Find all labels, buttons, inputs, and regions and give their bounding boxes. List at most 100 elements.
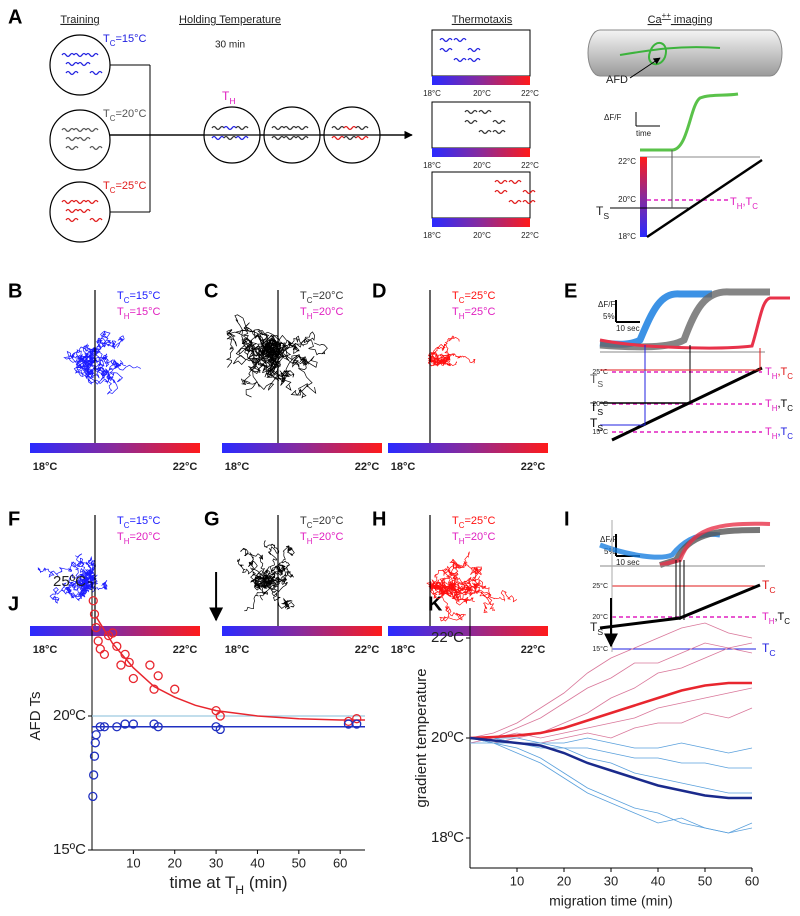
worm [65, 70, 79, 76]
track [245, 334, 290, 398]
label-part: T [103, 108, 110, 120]
subscript: C [769, 648, 775, 658]
track [241, 335, 276, 371]
scale-label: 18°C [391, 644, 416, 656]
worm [343, 135, 357, 141]
label-part: T [765, 398, 772, 410]
ts-label: TS [590, 400, 603, 417]
neuron [619, 42, 721, 66]
label-part: T [117, 290, 124, 302]
subscript: C [784, 617, 790, 626]
label-part: =25°C [464, 515, 495, 527]
temp-label: 15°C [592, 645, 608, 653]
track [429, 558, 465, 590]
label-part: T [762, 641, 770, 655]
data-point [93, 636, 103, 646]
worm [522, 199, 536, 205]
worm [271, 125, 285, 131]
label-part: T [103, 180, 110, 192]
worm [453, 37, 467, 43]
subscript: C [307, 521, 313, 530]
scale-label: 22°C [355, 644, 380, 656]
y-axis-title: AFD Ts [27, 692, 44, 741]
training-temp: TC=15°C [103, 33, 147, 48]
scale-label: 20°C [473, 231, 491, 240]
worm [508, 199, 522, 205]
gradient-bar [222, 443, 382, 453]
subscript: H [769, 617, 775, 626]
subscript: C [110, 114, 116, 123]
worm [61, 127, 75, 133]
label-part: T [452, 515, 459, 527]
ts-label: TS [590, 416, 603, 433]
track [81, 359, 118, 395]
data-point [343, 716, 354, 727]
pointer [629, 57, 661, 79]
plate [49, 109, 111, 171]
x-tick-label: 30 [209, 855, 223, 870]
label-part: T [762, 578, 770, 592]
worm [283, 135, 297, 141]
worm [453, 57, 467, 63]
scale-label: 18°C [423, 231, 441, 240]
gradient-bar [432, 76, 530, 85]
worm [223, 125, 237, 131]
worm [522, 189, 536, 195]
calcium-trace [640, 92, 739, 152]
subscript: C [787, 432, 793, 441]
label-part: ,T [777, 426, 787, 438]
data-point [215, 724, 225, 735]
track [234, 314, 276, 364]
temp-label: 20°C [592, 400, 608, 408]
subscript: S [597, 407, 603, 417]
training-temp: TC=20°C [103, 108, 147, 123]
th-tc-label: TH,TC [765, 426, 793, 441]
worm [467, 47, 481, 53]
track [427, 343, 451, 362]
worm [478, 129, 492, 135]
section-title: Training [60, 14, 99, 26]
worm [61, 52, 75, 58]
gradient-bar [30, 443, 200, 453]
subscript: C [752, 202, 758, 211]
time-label: 10 sec [616, 558, 640, 567]
scale-label: 18°C [33, 461, 58, 473]
worm-body [587, 29, 783, 77]
scale-label: 20°C [473, 89, 491, 98]
scale-label: 5% [603, 312, 615, 321]
worm [65, 136, 79, 142]
label-part: T [452, 306, 459, 318]
track [244, 579, 273, 612]
tc-label: TC=15°C [117, 290, 161, 305]
worm [77, 61, 91, 67]
label-part: (min) [244, 873, 287, 892]
df-label: ΔF/F [600, 535, 617, 544]
worm [467, 57, 481, 63]
track [76, 330, 111, 363]
worm [439, 47, 453, 53]
worm [65, 61, 79, 67]
worm [89, 145, 103, 151]
data-point [170, 684, 180, 694]
label-part: =20°C [464, 531, 495, 543]
th-tc-label: TH,TC [765, 398, 793, 413]
data-point [153, 671, 163, 681]
section-title: Holding Temperature [179, 14, 281, 26]
label-part: T [300, 290, 307, 302]
label-part: =20°C [115, 108, 146, 120]
subscript: H [235, 883, 244, 897]
track [427, 335, 460, 361]
data-point [89, 770, 99, 780]
panel-label: C [204, 280, 218, 302]
label-part: =15°C [115, 33, 146, 45]
data-line [469, 647, 753, 744]
panel-label: J [8, 593, 19, 615]
data-point [88, 791, 98, 802]
label-part: T [300, 531, 307, 543]
label-part: =15°C [129, 290, 160, 302]
worm [89, 217, 103, 223]
temperature-bar [640, 157, 647, 237]
subscript: S [597, 379, 603, 389]
worm [73, 52, 87, 58]
track [274, 331, 328, 356]
